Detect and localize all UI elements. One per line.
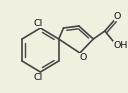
Text: O: O	[114, 12, 121, 20]
Text: Cl: Cl	[34, 19, 43, 28]
Text: O: O	[79, 53, 86, 61]
Text: Cl: Cl	[34, 73, 43, 82]
Text: OH: OH	[113, 40, 127, 49]
